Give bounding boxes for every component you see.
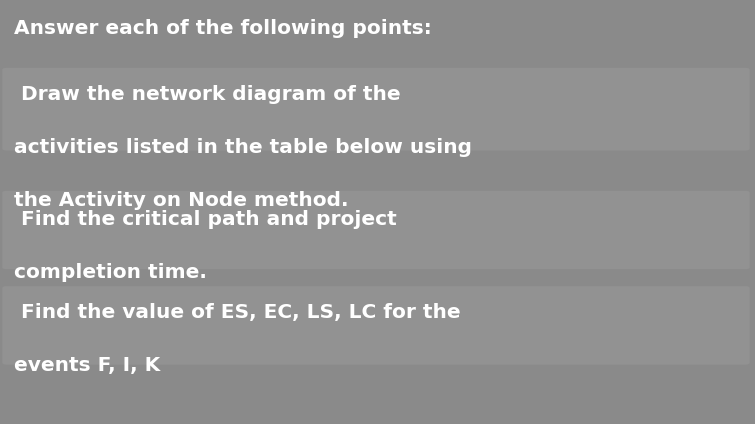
Text: Draw the network diagram of the: Draw the network diagram of the: [14, 85, 400, 104]
FancyBboxPatch shape: [2, 191, 750, 269]
Text: events F, I, K: events F, I, K: [14, 356, 160, 375]
Text: activities listed in the table below using: activities listed in the table below usi…: [14, 138, 472, 157]
Text: the Activity on Node method.: the Activity on Node method.: [14, 191, 348, 210]
FancyBboxPatch shape: [2, 286, 750, 365]
Text: Find the critical path and project: Find the critical path and project: [14, 210, 396, 229]
Text: completion time.: completion time.: [14, 263, 206, 282]
Text: Find the value of ES, EC, LS, LC for the: Find the value of ES, EC, LS, LC for the: [14, 303, 461, 322]
FancyBboxPatch shape: [2, 68, 750, 151]
Text: Answer each of the following points:: Answer each of the following points:: [14, 19, 431, 38]
